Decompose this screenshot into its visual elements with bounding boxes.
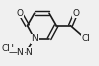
Text: CH₃: CH₃: [1, 44, 18, 53]
Text: Cl: Cl: [81, 34, 90, 43]
Text: O: O: [72, 9, 79, 18]
Text: N: N: [31, 34, 38, 43]
Text: O: O: [17, 9, 24, 18]
Text: —N: —N: [9, 48, 25, 56]
Text: N: N: [31, 34, 38, 43]
Text: —N: —N: [18, 48, 34, 56]
